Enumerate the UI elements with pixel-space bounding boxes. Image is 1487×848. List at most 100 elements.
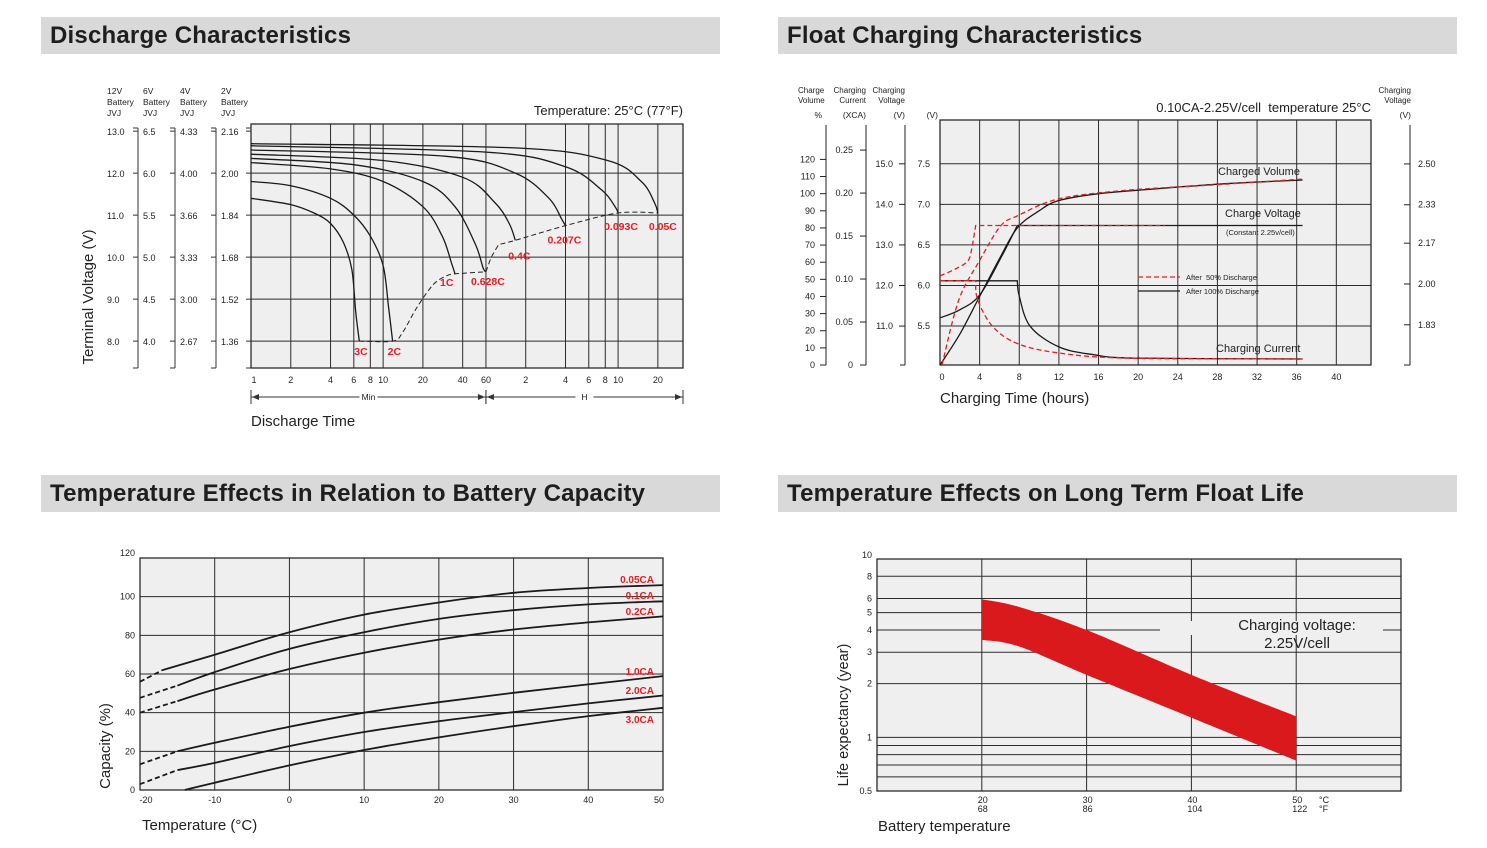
scale-header: Battery [143,97,171,107]
x-tick-label: 20 [653,375,663,385]
axis-header: Charging [834,86,866,95]
curve-label: 0.05C [649,221,677,233]
axis-unit: (V) [927,110,939,120]
curve-label: 2.0CA [626,686,654,697]
axis-header: Charging [873,86,905,95]
x-tick-label-celsius: 50 [1292,795,1302,805]
y-tick-label-current: 0 [848,360,853,370]
y-tick-label-volume: 10 [805,343,815,353]
plot-area [251,124,683,368]
y-tick-label: 3.33 [180,253,198,263]
capacity-curve-extrapolated-0.05CA [139,669,163,683]
x-tick-label: 16 [1094,372,1104,382]
y-tick-label: 100 [120,592,135,602]
capacity-curve-0.1CA [177,600,664,687]
y-tick-label: 6.5 [143,127,156,137]
y-tick-label-voltage6: 7.0 [917,199,930,209]
capacity-curve-0.05CA [162,584,664,671]
y-axis-label: Capacity (%) [97,703,114,789]
y-tick-label-volume: 90 [805,206,815,216]
curve-label-volume: Charged Volume [1218,166,1300,178]
x-tick-label: 40 [583,795,593,805]
y-tick-label: 8.0 [107,337,120,347]
x-tick-label: 30 [509,795,519,805]
curve-label: 0.628C [471,276,505,288]
x-tick-label-fahrenheit: 122 [1292,804,1307,814]
scale-header: JVJ [221,108,235,118]
y-tick-label: 1.68 [221,253,239,263]
x-tick-label: 2 [523,375,528,385]
plot-border [250,123,684,369]
discharge-curve-2C [250,180,394,342]
y-tick-label: 8 [867,571,872,581]
y-tick-label-volume: 110 [801,172,815,182]
x-tick-label: 0 [287,795,292,805]
section-title-temperature-capacity: Temperature Effects in Relation to Batte… [41,475,720,512]
y-tick-label: 4 [867,625,872,635]
y-tick-label: 6.0 [143,169,156,179]
x-tick-label: 10 [378,375,388,385]
curve-label-voltage_note: (Constant 2.25v/cell) [1226,228,1295,237]
x-tick-label: 4 [977,372,982,382]
y-tick-label: 1 [867,732,872,742]
y-axis-label: Life expectancy (year) [836,644,852,787]
discharge-curve-0.4C [250,153,516,241]
curve-label: 3.0CA [626,715,654,726]
section-title-float-charging: Float Charging Characteristics [778,17,1457,54]
capacity-curve-extrapolated-0.1CA [139,684,178,699]
capacity-curve-0.2CA [177,615,664,702]
y-tick-label: 9.0 [107,295,120,305]
discharge-curve-0.05C [250,143,659,214]
axis-unit: (XCA) [843,110,866,120]
scale-header: JVJ [180,108,194,118]
curve-label: 1.0CA [626,667,654,678]
y-tick-label-current: 0.05 [835,317,853,327]
scale-header: Battery [107,97,135,107]
y-tick-label-cell: 1.83 [1418,320,1436,330]
discharge-curve-0.628C [250,157,487,273]
axis-header: Charging [1379,86,1411,95]
capacity-curve-extrapolated-2.0CA [139,769,178,786]
y-tick-label-voltage6: 6.0 [917,280,930,290]
time-range-label: Min [362,392,376,402]
x-tick-label: 2 [288,375,293,385]
plot-border [939,119,1372,366]
charging-voltage-label: Charging voltage: [1238,617,1356,634]
x-tick-label-celsius: 20 [978,795,988,805]
x-tick-label: 40 [1331,372,1341,382]
curve-label: 0.2CA [626,607,654,618]
scale-header: Battery [221,97,249,107]
section-title-float-life: Temperature Effects on Long Term Float L… [778,475,1457,512]
charge-curve-current [940,280,1303,360]
x-tick-label: 6 [586,375,591,385]
scale-header: 2V [221,86,232,96]
y-tick-label: 13.0 [107,127,125,137]
annotation-background [1160,621,1383,635]
axis-header: Voltage [878,96,905,105]
y-tick-label: 0.5 [859,786,872,796]
axis-header: Volume [798,96,825,105]
legend-label: After 100% Discharge [1186,287,1259,296]
capacity-curve-2.0CA [177,694,664,771]
axis-header: Current [839,96,866,105]
axis-unit: (V) [1400,110,1412,120]
x-tick-label: 8 [1017,372,1022,382]
charging-condition-annotation: 0.10CA-2.25V/cell temperature 25°C [1156,100,1371,115]
x-tick-label: -10 [208,795,221,805]
curve-label: 0.093C [604,221,638,233]
x-tick-label: 40 [458,375,468,385]
curve-label-voltage: Charge Voltage [1225,208,1301,220]
y-tick-label-voltage12: 15.0 [875,159,893,169]
capacity-curve-3.0CA [184,706,664,791]
discharge-curve-0.093C [250,145,619,214]
x-tick-label-fahrenheit: 68 [978,804,988,814]
y-tick-label: 120 [120,548,135,558]
axis-header: Charge [798,86,825,95]
curve-label: 2C [388,346,402,358]
y-tick-label: 11.0 [107,211,124,221]
x-axis-label: Battery temperature [878,818,1011,835]
y-tick-label-volume: 80 [805,223,815,233]
y-tick-label: 3.66 [180,211,198,221]
curve-label: 0.05CA [620,575,654,586]
y-tick-label-current: 0.20 [835,188,853,198]
